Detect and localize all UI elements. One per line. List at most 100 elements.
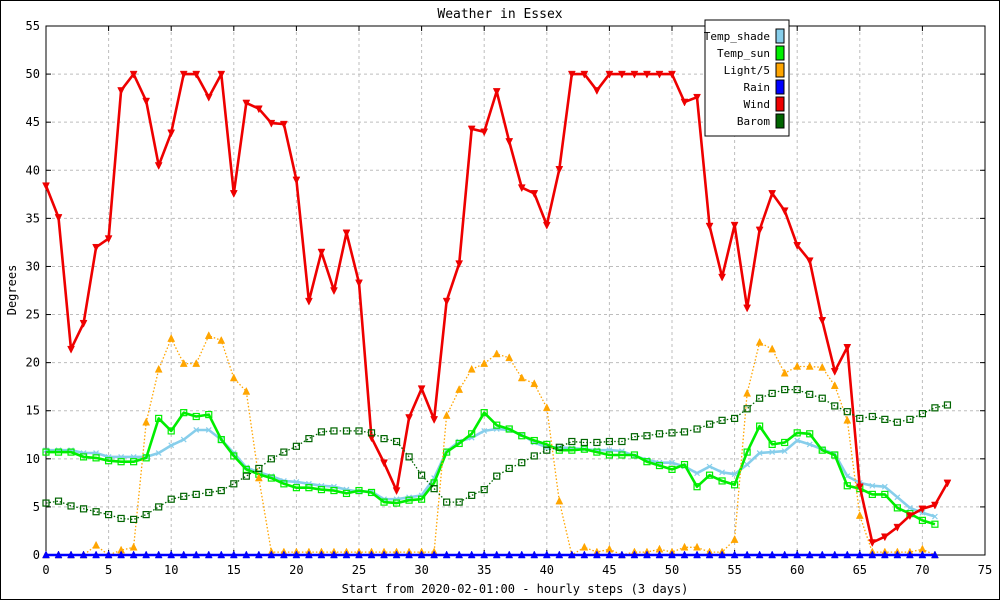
data-point-barom [881, 415, 889, 423]
marker-stroke [731, 471, 738, 478]
legend-label: Temp_sun [717, 47, 770, 60]
chart-title: Weather in Essex [437, 7, 562, 22]
data-point-temp-shade [168, 442, 175, 449]
data-point-rain [768, 550, 777, 559]
marker-stroke [105, 453, 112, 460]
data-point-temp-sun [180, 409, 188, 417]
data-point-barom [818, 394, 826, 402]
data-point-temp-sun [305, 484, 313, 492]
data-point-rain [142, 550, 151, 559]
data-point-light-5 [492, 349, 501, 358]
data-point-wind [405, 414, 413, 423]
data-point-rain [467, 550, 476, 559]
data-point-temp-shade [318, 482, 325, 489]
data-point-barom [831, 402, 839, 410]
data-point-wind [918, 505, 927, 514]
data-point-barom [104, 511, 113, 519]
data-point-barom [392, 437, 401, 446]
marker-stroke [669, 459, 675, 466]
data-point-barom [843, 408, 851, 416]
data-point-temp-sun [192, 412, 200, 421]
data-point-barom [242, 472, 250, 480]
data-point-barom [380, 435, 388, 443]
data-point-temp-shade [305, 480, 312, 487]
data-point-rain [868, 550, 877, 559]
data-point-barom [192, 490, 200, 499]
data-point-temp-shade [806, 441, 813, 448]
data-point-light-5 [129, 542, 138, 551]
data-point-rain [79, 550, 88, 559]
data-point-temp-shade [293, 478, 300, 485]
series-line-temp-sun [46, 411, 936, 526]
x-tick-label: 55 [727, 563, 741, 577]
data-point-barom [480, 485, 488, 494]
marker-stroke [618, 448, 625, 455]
marker-stroke [881, 483, 888, 490]
marker-stroke [844, 473, 851, 480]
data-point-temp-sun [280, 480, 288, 488]
data-point-wind [355, 279, 363, 288]
data-point-rain [693, 550, 701, 559]
data-point-wind [905, 512, 914, 521]
data-point-wind [154, 162, 163, 171]
data-point-wind [668, 70, 676, 79]
data-point-rain [292, 550, 301, 559]
data-point-temp-sun [768, 440, 776, 448]
data-point-barom [618, 437, 626, 446]
data-point-wind [805, 257, 814, 266]
data-point-temp-sun [142, 454, 150, 462]
y-tick-label: 35 [26, 211, 40, 225]
data-point-light-5 [480, 359, 489, 367]
data-point-wind [242, 99, 251, 108]
data-point-wind [117, 87, 126, 96]
marker-stroke [806, 441, 813, 448]
data-point-wind [254, 105, 263, 114]
marker-stroke [155, 450, 162, 456]
data-point-barom [543, 446, 551, 454]
data-point-barom [856, 414, 864, 423]
data-point-temp-sun [655, 461, 664, 470]
data-point-temp-shade [931, 513, 938, 520]
data-point-temp-shade [794, 437, 801, 444]
data-point-wind [793, 242, 802, 250]
data-point-wind [342, 229, 351, 238]
data-point-temp-sun [54, 448, 63, 456]
data-point-rain [355, 550, 363, 559]
data-point-barom [443, 498, 451, 506]
data-point-wind [92, 243, 100, 252]
x-tick-label: 75 [978, 563, 992, 577]
data-point-wind [392, 487, 401, 496]
data-point-wind [330, 287, 338, 296]
x-tick-label: 25 [352, 563, 366, 577]
data-point-temp-sun [104, 457, 113, 465]
data-point-light-5 [680, 542, 689, 551]
data-point-temp-shade [193, 427, 200, 433]
data-point-wind [567, 70, 576, 79]
data-point-rain [618, 550, 626, 559]
data-point-wind [618, 70, 626, 79]
data-point-temp-sun [843, 482, 851, 490]
data-point-barom [781, 385, 789, 394]
data-point-rain [267, 550, 276, 559]
data-point-barom [230, 480, 238, 488]
data-point-light-5 [755, 337, 764, 346]
data-point-barom [668, 429, 676, 437]
data-point-wind [830, 368, 839, 376]
data-point-light-5 [217, 335, 226, 344]
data-point-barom [217, 486, 225, 495]
data-point-barom [918, 410, 927, 418]
y-tick-label: 0 [33, 548, 40, 562]
data-point-temp-sun [468, 430, 476, 438]
data-point-rain [705, 550, 714, 559]
data-point-light-5 [542, 403, 551, 412]
data-point-temp-shade [180, 436, 187, 443]
legend-item-wind: Wind [744, 96, 785, 112]
legend-item-temp-shade: Temp_shade [704, 28, 785, 44]
data-point-barom [468, 491, 476, 499]
data-point-wind [718, 273, 726, 282]
data-point-barom [931, 404, 939, 412]
data-point-light-5 [805, 361, 814, 370]
data-point-rain [780, 550, 789, 559]
data-point-temp-sun [831, 451, 839, 459]
